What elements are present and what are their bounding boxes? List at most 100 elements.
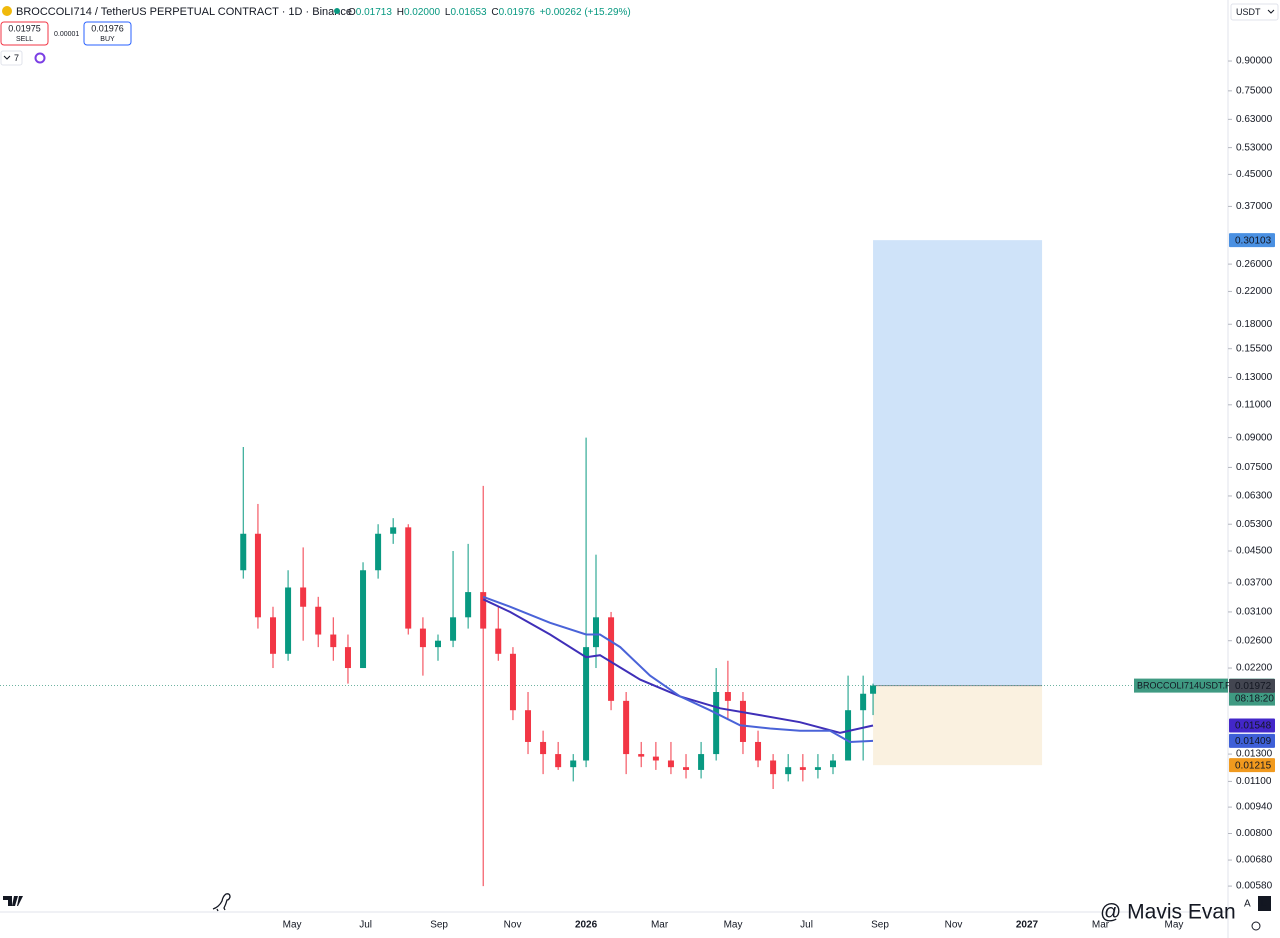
candle-body	[375, 533, 382, 571]
candle-body	[495, 628, 502, 654]
y-tick-label: 0.13000	[1236, 372, 1273, 383]
y-tick-label: 0.03700	[1236, 578, 1273, 589]
x-tick-label: May	[1165, 920, 1184, 931]
countdown-bg	[1229, 692, 1275, 706]
candle-body	[254, 533, 261, 618]
moving-average	[482, 595, 874, 744]
loss-zone	[873, 685, 1043, 766]
candle-body	[509, 653, 516, 711]
price-badge	[1229, 718, 1275, 733]
x-tick-label: Jul	[359, 920, 372, 931]
y-tick-label: 0.00680	[1236, 855, 1273, 866]
candle-body	[799, 767, 806, 770]
currency-box[interactable]	[1230, 3, 1279, 21]
candle-body	[315, 606, 322, 635]
ohlc-value: 0.01653	[450, 7, 487, 18]
price-badge	[1229, 233, 1275, 248]
candle-body	[270, 617, 277, 654]
x-tick-label: Sep	[430, 920, 448, 931]
candle-body	[465, 592, 472, 618]
y-tick-label: 0.00940	[1236, 802, 1273, 813]
candle-body	[623, 700, 630, 755]
sell-price[interactable]: 0.01975	[8, 23, 41, 33]
tv-logo[interactable]	[3, 896, 23, 906]
candle-body	[583, 647, 590, 761]
candle-body	[360, 570, 367, 669]
y-tick-label: 0.09000	[1236, 432, 1273, 443]
axes: 0.90000 0.75000 0.63000 0.53000 0.45000 0.370…	[283, 56, 1275, 931]
symbol-title[interactable]: BROCCOLI714 / TetherUS PERPETUAL CONTRAC…	[16, 6, 352, 18]
candle-body	[683, 767, 690, 770]
sell-box[interactable]	[0, 21, 49, 46]
candle-body	[860, 693, 867, 711]
chevron	[3, 55, 11, 60]
dino-icon[interactable]	[212, 893, 231, 912]
ohlc-value: 0.01976	[499, 7, 536, 18]
buy-label[interactable]: BUY	[100, 36, 115, 43]
candle-body	[592, 617, 599, 648]
currency[interactable]: USDT	[1236, 7, 1261, 17]
y-tick-label: 0.01100	[1236, 776, 1272, 787]
candle-body	[814, 767, 821, 770]
symbol-tag: BROCCOLI714USDT.P	[1137, 680, 1231, 690]
symbol-icon[interactable]	[2, 6, 12, 16]
y-tick-label: 0.03100	[1236, 607, 1273, 618]
watermark: @ Mavis Evan	[1100, 901, 1236, 924]
y-tick-label: 0.18000	[1236, 319, 1273, 330]
x-tick-label: Mar	[651, 920, 669, 931]
candle-body	[300, 587, 307, 607]
candle-body	[652, 756, 659, 761]
candle-body	[330, 634, 337, 648]
candle-body	[829, 760, 836, 768]
candle-body	[540, 741, 547, 755]
buy-box[interactable]	[83, 21, 132, 46]
indicators-toggle[interactable]: 7	[0, 50, 23, 66]
auto-scale-button[interactable]: A	[1244, 899, 1251, 910]
x-tick-label: Sep	[871, 920, 889, 931]
y-tick-label: 0.26000	[1236, 259, 1273, 270]
toggle-box[interactable]	[0, 50, 23, 66]
log-scale-button[interactable]: L	[1261, 899, 1267, 910]
candle-body	[419, 628, 426, 648]
indicator-icon[interactable]	[34, 52, 46, 64]
candle-body	[739, 700, 746, 742]
y-tick-label: 0.00580	[1236, 881, 1273, 892]
symbol-tag-bg	[1134, 678, 1228, 693]
y-tick-label: 0.22000	[1236, 286, 1273, 297]
y-tick-label: 0.02600	[1236, 635, 1273, 646]
candle-body	[344, 647, 351, 669]
chevron	[1267, 9, 1275, 14]
price-badge-label: 0.01409	[1235, 736, 1272, 747]
sell-button[interactable]: 0.01975 SELL	[0, 21, 49, 46]
y-tick-label: 0.75000	[1236, 85, 1273, 96]
change: +0.00262 (+15.29%)	[540, 7, 631, 18]
x-tick-label: May	[283, 920, 302, 931]
countdown: 08:18:20	[1235, 694, 1274, 705]
price-badge-label: 0.01215	[1235, 760, 1272, 771]
y-tick-label: 0.07500	[1236, 462, 1273, 473]
ohlc-value: 0.02000	[404, 7, 441, 18]
candle-body	[405, 527, 412, 629]
candle-body	[698, 754, 705, 770]
y-tick-label: 0.63000	[1236, 114, 1273, 125]
candle-body	[480, 592, 487, 629]
candle-body	[390, 527, 397, 534]
candle-body	[570, 760, 577, 768]
y-tick-label: 0.90000	[1236, 56, 1273, 67]
settings-icon[interactable]	[1251, 921, 1261, 931]
profit-zone	[873, 240, 1043, 686]
log-button-bg[interactable]	[1258, 896, 1271, 911]
candle-body	[240, 533, 247, 571]
indicator-count[interactable]: 7	[14, 53, 19, 63]
candle-body	[638, 754, 645, 757]
buy-button[interactable]: 0.01976 BUY	[83, 21, 132, 46]
candle-body	[724, 692, 731, 701]
ohlc: O0.01713 H0.02000 L0.01653 C0.01976 +0.0…	[348, 7, 631, 18]
ohlc-label: L	[445, 7, 451, 18]
currency-button[interactable]: USDT	[1230, 3, 1279, 21]
y-tick-label: 0.02200	[1236, 663, 1273, 674]
buy-price[interactable]: 0.01976	[91, 23, 124, 33]
sell-label[interactable]: SELL	[16, 36, 33, 43]
